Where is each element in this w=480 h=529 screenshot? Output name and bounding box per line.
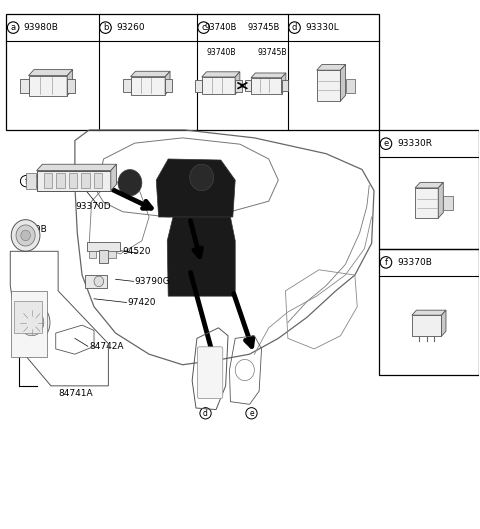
Text: 93370D: 93370D xyxy=(75,202,110,211)
FancyBboxPatch shape xyxy=(89,251,96,258)
Text: a: a xyxy=(11,23,16,32)
Text: 93330R: 93330R xyxy=(397,139,432,148)
Text: 93260: 93260 xyxy=(116,23,144,32)
Text: d: d xyxy=(203,409,208,418)
Polygon shape xyxy=(415,183,444,188)
Polygon shape xyxy=(167,217,235,296)
Text: 97420: 97420 xyxy=(128,298,156,307)
FancyBboxPatch shape xyxy=(197,347,223,398)
Polygon shape xyxy=(235,72,240,94)
Text: 93370B: 93370B xyxy=(397,258,432,267)
FancyBboxPatch shape xyxy=(28,76,67,96)
Polygon shape xyxy=(131,71,170,77)
Polygon shape xyxy=(202,72,240,77)
Polygon shape xyxy=(165,71,170,95)
Text: f: f xyxy=(384,258,387,267)
FancyBboxPatch shape xyxy=(67,79,75,93)
Polygon shape xyxy=(438,183,444,218)
Text: b: b xyxy=(103,23,108,32)
FancyBboxPatch shape xyxy=(412,315,442,336)
FancyBboxPatch shape xyxy=(56,173,65,188)
Text: c: c xyxy=(201,23,206,32)
Circle shape xyxy=(118,169,142,196)
Text: 93745B: 93745B xyxy=(258,48,287,57)
Polygon shape xyxy=(340,65,346,101)
Circle shape xyxy=(16,225,35,246)
Circle shape xyxy=(190,164,214,190)
Polygon shape xyxy=(412,310,446,315)
Text: d: d xyxy=(292,23,297,32)
FancyBboxPatch shape xyxy=(282,80,288,91)
FancyBboxPatch shape xyxy=(165,79,172,92)
Text: 93740B: 93740B xyxy=(206,48,236,57)
Text: 94520: 94520 xyxy=(123,247,151,256)
Polygon shape xyxy=(156,159,235,217)
Polygon shape xyxy=(36,164,117,170)
Polygon shape xyxy=(442,310,446,336)
Text: 93745B: 93745B xyxy=(247,23,279,32)
FancyBboxPatch shape xyxy=(99,250,108,263)
Polygon shape xyxy=(251,73,286,78)
Polygon shape xyxy=(28,70,72,76)
Text: 84742A: 84742A xyxy=(89,342,124,351)
FancyBboxPatch shape xyxy=(81,173,90,188)
Text: a: a xyxy=(36,177,41,186)
FancyBboxPatch shape xyxy=(85,275,107,288)
Text: 93740B: 93740B xyxy=(204,23,237,32)
Circle shape xyxy=(13,303,50,343)
FancyBboxPatch shape xyxy=(44,173,52,188)
FancyBboxPatch shape xyxy=(69,173,77,188)
Polygon shape xyxy=(67,70,72,96)
Text: 84741A: 84741A xyxy=(58,389,93,398)
Polygon shape xyxy=(111,164,117,190)
FancyBboxPatch shape xyxy=(415,188,438,218)
Polygon shape xyxy=(282,73,286,94)
Circle shape xyxy=(94,276,104,287)
FancyBboxPatch shape xyxy=(251,78,282,94)
FancyBboxPatch shape xyxy=(245,80,251,91)
FancyBboxPatch shape xyxy=(36,170,111,190)
Circle shape xyxy=(21,230,30,241)
FancyBboxPatch shape xyxy=(131,77,165,95)
Text: b: b xyxy=(48,177,53,186)
Circle shape xyxy=(11,220,40,251)
FancyBboxPatch shape xyxy=(195,79,202,92)
FancyBboxPatch shape xyxy=(202,77,235,94)
FancyBboxPatch shape xyxy=(87,242,120,251)
FancyBboxPatch shape xyxy=(14,302,42,333)
FancyBboxPatch shape xyxy=(123,79,131,92)
Text: 93790G: 93790G xyxy=(135,277,170,286)
FancyBboxPatch shape xyxy=(444,196,453,210)
FancyBboxPatch shape xyxy=(317,70,340,101)
FancyBboxPatch shape xyxy=(11,291,47,357)
FancyBboxPatch shape xyxy=(26,173,36,189)
FancyBboxPatch shape xyxy=(94,173,102,188)
Text: e: e xyxy=(384,139,389,148)
FancyBboxPatch shape xyxy=(346,78,355,93)
Text: c: c xyxy=(60,177,64,186)
Text: 97410B: 97410B xyxy=(12,225,47,234)
Text: 93330L: 93330L xyxy=(305,23,339,32)
Text: e: e xyxy=(249,409,254,418)
FancyBboxPatch shape xyxy=(235,79,242,92)
FancyBboxPatch shape xyxy=(20,79,28,93)
Circle shape xyxy=(20,309,44,336)
Text: f: f xyxy=(24,177,27,186)
FancyBboxPatch shape xyxy=(108,251,116,258)
Polygon shape xyxy=(317,65,346,70)
Text: 93980B: 93980B xyxy=(24,23,59,32)
